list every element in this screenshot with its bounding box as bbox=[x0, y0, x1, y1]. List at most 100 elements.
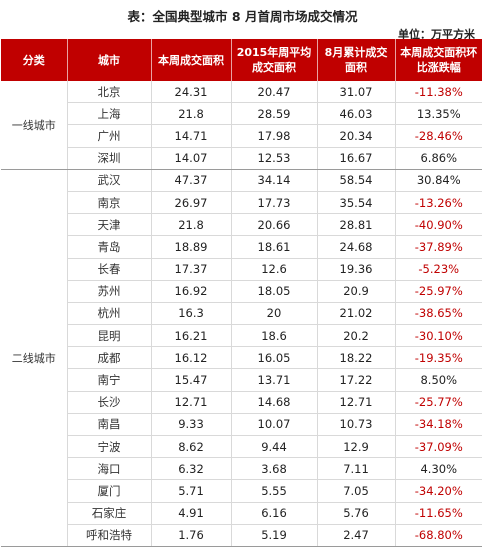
change-cell: -19.35% bbox=[394, 346, 482, 370]
city-cell: 宁波 bbox=[66, 435, 151, 459]
change-cell: -38.65% bbox=[394, 302, 482, 326]
table-row: 南宁 15.47 13.71 17.22 8.50% bbox=[1, 368, 482, 392]
aug-total-cell: 19.36 bbox=[316, 258, 395, 281]
city-cell: 成都 bbox=[66, 346, 151, 370]
city-cell: 石家庄 bbox=[66, 502, 151, 525]
table-row: 厦门 5.71 5.55 7.05 -34.20% bbox=[1, 479, 482, 503]
table-row: 海口 6.32 3.68 7.11 4.30% bbox=[1, 457, 482, 481]
table-row: 宁波 8.62 9.44 12.9 -37.09% bbox=[1, 435, 482, 459]
aug-total-cell: 12.9 bbox=[316, 435, 395, 459]
avg-2015-cell: 20.47 bbox=[230, 81, 317, 104]
change-cell: -25.97% bbox=[394, 280, 482, 303]
city-cell: 天津 bbox=[66, 213, 151, 237]
table-row: 杭州 16.3 20 21.02 -38.65% bbox=[1, 302, 482, 326]
table-row: 广州 14.71 17.98 20.34 -28.46% bbox=[1, 124, 482, 148]
change-cell: -68.80% bbox=[394, 524, 482, 547]
avg-2015-cell: 10.07 bbox=[230, 413, 317, 437]
avg-2015-cell: 18.05 bbox=[230, 280, 317, 303]
change-cell: 13.35% bbox=[394, 102, 482, 126]
change-cell: -5.23% bbox=[394, 258, 482, 281]
week-area-cell: 17.37 bbox=[150, 258, 231, 281]
table-row: 长沙 12.71 14.68 12.71 -25.77% bbox=[1, 391, 482, 414]
week-area-cell: 9.33 bbox=[150, 413, 231, 437]
aug-total-cell: 7.05 bbox=[316, 479, 395, 503]
avg-2015-cell: 6.16 bbox=[230, 502, 317, 525]
table-row: 南昌 9.33 10.07 10.73 -34.18% bbox=[1, 413, 482, 437]
city-cell: 深圳 bbox=[66, 147, 151, 170]
aug-total-cell: 24.68 bbox=[316, 235, 395, 259]
aug-total-cell: 20.34 bbox=[316, 124, 395, 148]
change-cell: -11.38% bbox=[394, 81, 482, 104]
change-cell: 4.30% bbox=[394, 457, 482, 481]
avg-2015-cell: 20 bbox=[230, 302, 317, 326]
change-cell: -25.77% bbox=[394, 391, 482, 414]
aug-total-cell: 17.22 bbox=[316, 368, 395, 392]
aug-total-cell: 46.03 bbox=[316, 102, 395, 126]
table-row: 南京 26.97 17.73 35.54 -13.26% bbox=[1, 191, 482, 215]
avg-2015-cell: 14.68 bbox=[230, 391, 317, 414]
week-area-cell: 16.3 bbox=[150, 302, 231, 326]
table-body: 一线城市 北京 24.31 20.47 31.07 -11.38% 上海 21.8 28.59 4… bbox=[1, 81, 482, 547]
aug-total-cell: 31.07 bbox=[316, 81, 395, 104]
header-week-change: 本周成交面积环比涨跌幅 bbox=[395, 39, 482, 81]
avg-2015-cell: 16.05 bbox=[230, 346, 317, 370]
aug-total-cell: 5.76 bbox=[316, 502, 395, 525]
change-cell: 6.86% bbox=[394, 147, 482, 170]
header-category: 分类 bbox=[1, 39, 68, 81]
header-week-area: 本周成交面积 bbox=[151, 39, 232, 81]
avg-2015-cell: 9.44 bbox=[230, 435, 317, 459]
table-row: 天津 21.8 20.66 28.81 -40.90% bbox=[1, 213, 482, 237]
week-area-cell: 4.91 bbox=[150, 502, 231, 525]
aug-total-cell: 18.22 bbox=[316, 346, 395, 370]
change-cell: -13.26% bbox=[394, 191, 482, 215]
avg-2015-cell: 17.98 bbox=[230, 124, 317, 148]
aug-total-cell: 35.54 bbox=[316, 191, 395, 215]
table-row: 上海 21.8 28.59 46.03 13.35% bbox=[1, 102, 482, 126]
table-row: 呼和浩特 1.76 5.19 2.47 -68.80% bbox=[1, 524, 482, 547]
city-cell: 南京 bbox=[66, 191, 151, 215]
city-cell: 青岛 bbox=[66, 235, 151, 259]
week-area-cell: 21.8 bbox=[150, 213, 231, 237]
aug-total-cell: 21.02 bbox=[316, 302, 395, 326]
week-area-cell: 21.8 bbox=[150, 102, 231, 126]
avg-2015-cell: 12.6 bbox=[230, 258, 317, 281]
city-cell: 苏州 bbox=[66, 280, 151, 303]
city-cell: 海口 bbox=[66, 457, 151, 481]
city-cell: 南宁 bbox=[66, 368, 151, 392]
aug-total-cell: 7.11 bbox=[316, 457, 395, 481]
avg-2015-cell: 18.61 bbox=[230, 235, 317, 259]
city-cell: 南昌 bbox=[66, 413, 151, 437]
table-title: 表：全国典型城市 8 月首周市场成交情况 bbox=[127, 9, 358, 24]
table-row: 石家庄 4.91 6.16 5.76 -11.65% bbox=[1, 502, 482, 525]
avg-2015-cell: 18.6 bbox=[230, 324, 317, 348]
table-row: 一线城市 北京 24.31 20.47 31.07 -11.38% bbox=[1, 81, 482, 170]
change-cell: -34.18% bbox=[394, 413, 482, 437]
table-row: 苏州 16.92 18.05 20.9 -25.97% bbox=[1, 280, 482, 303]
aug-total-cell: 10.73 bbox=[316, 413, 395, 437]
aug-total-cell: 16.67 bbox=[316, 147, 395, 170]
aug-total-cell: 20.2 bbox=[316, 324, 395, 348]
category-cell: 二线城市 bbox=[1, 169, 67, 547]
aug-total-cell: 2.47 bbox=[316, 524, 395, 547]
week-area-cell: 6.32 bbox=[150, 457, 231, 481]
city-cell: 广州 bbox=[66, 124, 151, 148]
change-cell: -28.46% bbox=[394, 124, 482, 148]
change-cell: 8.50% bbox=[394, 368, 482, 392]
avg-2015-cell: 20.66 bbox=[230, 213, 317, 237]
aug-total-cell: 58.54 bbox=[316, 169, 395, 192]
table-row: 长春 17.37 12.6 19.36 -5.23% bbox=[1, 258, 482, 281]
aug-total-cell: 20.9 bbox=[316, 280, 395, 303]
week-area-cell: 16.21 bbox=[150, 324, 231, 348]
change-cell: 30.84% bbox=[394, 169, 482, 192]
avg-2015-cell: 5.55 bbox=[230, 479, 317, 503]
change-cell: -30.10% bbox=[394, 324, 482, 348]
header-2015-avg-area: 2015年周平均成交面积 bbox=[231, 39, 318, 81]
city-cell: 北京 bbox=[66, 81, 151, 104]
market-table: 分类 城市 本周成交面积 2015年周平均成交面积 8月累计成交面积 本周成交面… bbox=[1, 39, 482, 547]
week-area-cell: 5.71 bbox=[150, 479, 231, 503]
change-cell: -34.20% bbox=[394, 479, 482, 503]
aug-total-cell: 12.71 bbox=[316, 391, 395, 414]
city-cell: 上海 bbox=[66, 102, 151, 126]
week-area-cell: 47.37 bbox=[150, 169, 231, 192]
header-row: 分类 城市 本周成交面积 2015年周平均成交面积 8月累计成交面积 本周成交面… bbox=[1, 39, 482, 81]
